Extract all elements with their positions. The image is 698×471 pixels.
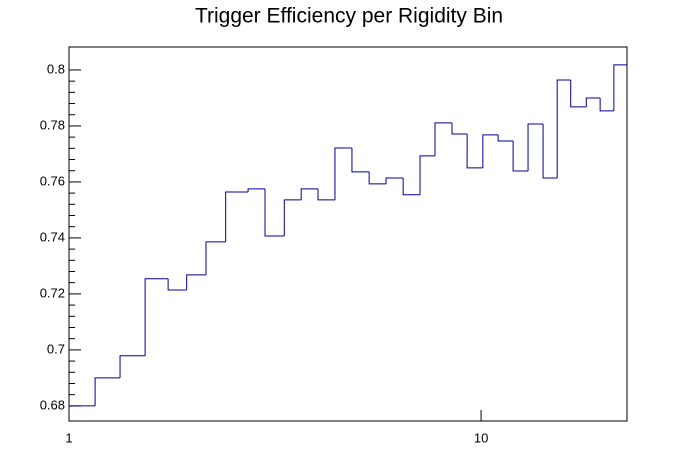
histogram-bin — [402, 178, 421, 196]
histogram-bin — [144, 278, 169, 356]
histogram-bin — [94, 377, 121, 406]
y-tick-label: 0.76 — [40, 173, 65, 188]
histogram-bin — [317, 188, 335, 201]
histogram-bin — [225, 191, 249, 242]
histogram-bin — [186, 274, 206, 290]
histogram-bin — [599, 97, 614, 112]
histogram-bin — [368, 171, 387, 185]
histogram-bin — [556, 79, 571, 179]
histogram-bin — [542, 123, 558, 179]
histogram-bin — [434, 122, 452, 156]
y-tick-label: 0.74 — [40, 229, 65, 244]
histogram-bin — [466, 134, 483, 169]
histogram-bin — [482, 134, 499, 168]
histogram-bin — [512, 141, 529, 172]
x-tick-label: 10 — [474, 430, 488, 445]
histogram-bin — [283, 199, 302, 236]
histogram-bin — [497, 134, 514, 142]
histogram-bin — [451, 122, 468, 135]
plot-frame — [68, 46, 628, 422]
histogram-bin — [247, 188, 266, 193]
chart-title: Trigger Efficiency per Rigidity Bin — [195, 5, 503, 28]
histogram-bin — [613, 64, 627, 111]
histogram-bin — [119, 355, 146, 378]
histogram-bin — [300, 188, 318, 200]
y-tick-label: 0.78 — [40, 117, 65, 132]
y-tick-label: 0.7 — [47, 341, 65, 356]
histogram-bin — [167, 278, 187, 291]
histogram-bin — [419, 155, 435, 195]
histogram-bin — [570, 80, 587, 108]
histogram-bin — [585, 97, 601, 107]
y-tick-label: 0.8 — [47, 61, 65, 76]
histogram-bin — [264, 188, 285, 237]
x-tick-label: 1 — [65, 430, 72, 445]
histogram-bin — [527, 123, 544, 172]
y-tick-label: 0.72 — [40, 285, 65, 300]
histogram-bin — [385, 177, 404, 184]
histogram-bin — [334, 147, 352, 200]
y-tick-label: 0.68 — [40, 397, 65, 412]
histogram-bin — [351, 148, 370, 173]
histogram-bin — [205, 241, 226, 275]
